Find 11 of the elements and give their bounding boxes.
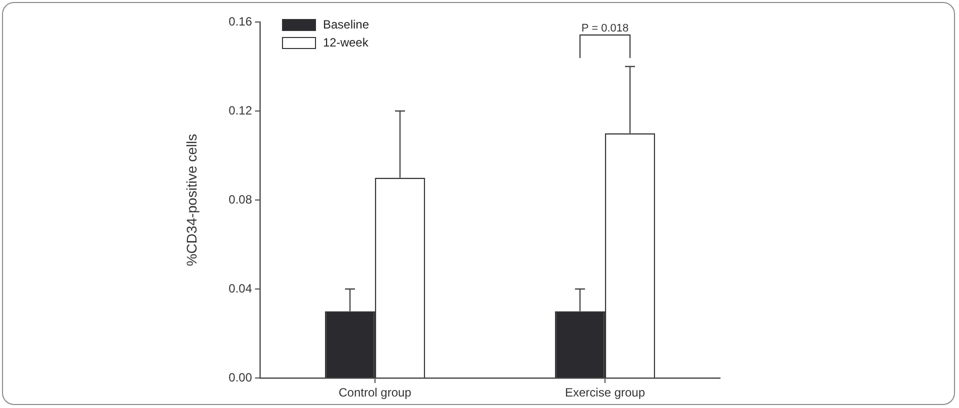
y-tick-label: 0.16 — [228, 14, 252, 28]
x-tick-label: Exercise group — [564, 386, 646, 400]
y-tick-label: 0.08 — [228, 192, 252, 206]
x-tick-label: Control group — [338, 386, 412, 400]
legend-label: 12-week — [323, 35, 370, 50]
annotation: P = 0.018 — [581, 22, 629, 35]
y-tick-label: 0.04 — [228, 281, 252, 296]
y-axis-title: %CD34-positive cells — [183, 134, 200, 266]
legend-label: Baseline — [323, 17, 370, 32]
y-tick-label: 0.12 — [228, 103, 252, 118]
y-tick-label: 0.00 — [228, 370, 252, 384]
